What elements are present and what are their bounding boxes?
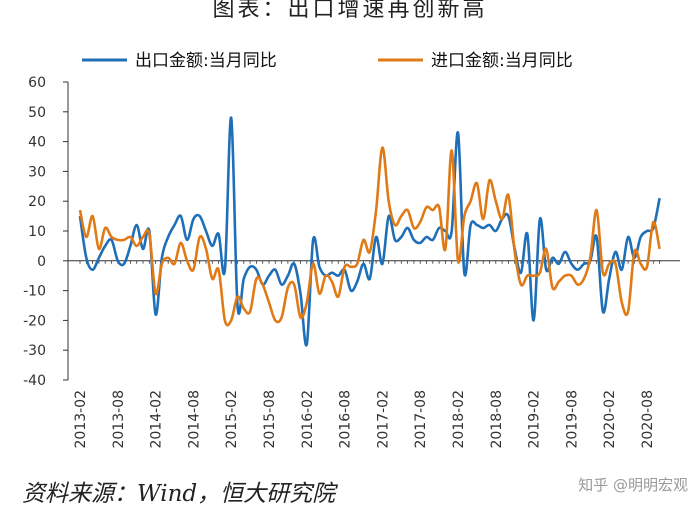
watermark: 知乎 @明明宏观 [578,476,688,494]
y-tick-label: 60 [28,75,46,91]
x-tick-label: 2019-08 [564,390,580,449]
y-tick-label: 40 [28,135,46,151]
y-tick-label: -10 [23,284,46,300]
x-tick-label: 2016-08 [338,390,354,449]
x-tick-label: 2018-02 [451,390,467,449]
y-tick-label: 10 [28,224,46,240]
legend: 出口金额:当月同比 进口金额:当月同比 [82,51,573,71]
chart-title: 图表：出口增速再创新高 [212,0,488,22]
x-tick-label: 2013-02 [73,390,89,449]
x-tick-label: 2017-02 [375,390,391,449]
x-tick-label: 2013-08 [111,390,127,449]
y-axis: 60 50 40 30 20 10 0 -10 -20 -30 -40 [23,75,69,389]
x-tick-label: 2019-02 [527,390,543,449]
x-tick-label: 2017-08 [413,390,429,449]
y-tick-label: 30 [28,164,46,180]
y-tick-label: -20 [23,313,46,329]
chart: 60 50 40 30 20 10 0 -10 -20 -30 -40 2013-02 2013-08… [23,51,680,449]
x-tick-label: 2020-08 [640,390,656,449]
import-series-line [78,146,661,327]
y-tick-label: 0 [37,254,46,270]
x-tick-label: 2020-02 [602,390,618,449]
x-tick-label: 2018-08 [489,390,505,449]
source-note: 资料来源：Wind，恒大研究院 [22,481,336,507]
y-tick-label: -30 [23,343,46,359]
legend-import-label: 进口金额:当月同比 [431,51,573,71]
x-tick-label: 2014-02 [149,390,165,449]
x-tick-label: 2016-02 [300,390,316,449]
export-series-line [78,116,661,347]
y-tick-label: 20 [28,194,46,210]
series-lines [78,116,661,347]
x-tick-label: 2015-02 [224,390,240,449]
x-tick-label: 2015-08 [262,390,278,449]
x-tick-label: 2014-08 [186,390,202,449]
y-tick-label: 50 [28,105,46,121]
legend-export-label: 出口金额:当月同比 [135,51,277,71]
y-tick-label: -40 [23,373,46,389]
